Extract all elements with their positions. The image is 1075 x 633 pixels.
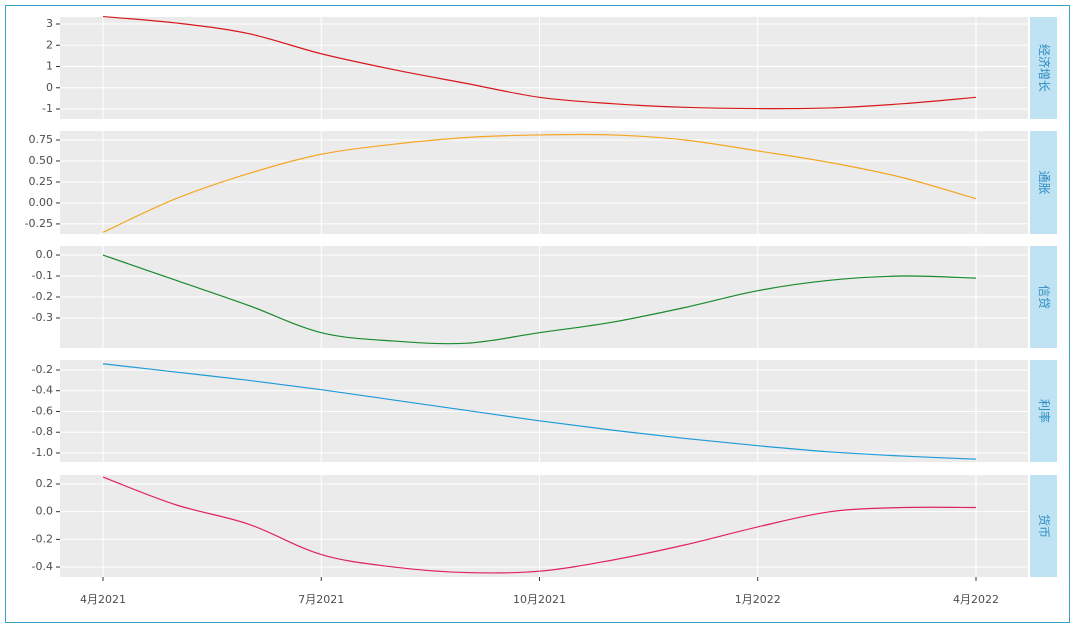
x-tick-label: 1月2022 — [735, 593, 781, 606]
line — [102, 254, 977, 345]
y-tick-label: -0.8 — [32, 425, 53, 438]
y-tick-label: -1 — [42, 102, 53, 115]
y-tick-label: 0.00 — [29, 196, 54, 209]
y-tick-label: -0.2 — [32, 290, 53, 303]
x-tick-label: 10月2021 — [513, 593, 566, 606]
x-tick-label: 4月2022 — [953, 593, 999, 606]
y-tick-label: -0.4 — [32, 560, 53, 573]
y-tick-label: -0.4 — [32, 384, 53, 397]
line — [102, 133, 977, 233]
line — [102, 476, 977, 574]
y-tick-label: -0.6 — [32, 404, 53, 417]
strip-text: 信贷 — [1037, 285, 1051, 309]
x-tick-label: 4月2021 — [80, 593, 126, 606]
strip-text: 货币 — [1037, 514, 1052, 538]
strip-text: 经济增长 — [1037, 44, 1052, 92]
strip — [1030, 246, 1057, 348]
y-tick-label: 1 — [46, 60, 53, 73]
strip-text: 利率 — [1037, 399, 1052, 423]
strip — [1030, 360, 1057, 462]
y-tick-label: -0.1 — [32, 269, 53, 282]
line — [102, 363, 977, 460]
y-tick-label: 0.25 — [29, 175, 54, 188]
panel-background — [60, 17, 1028, 119]
line — [102, 15, 977, 110]
x-tick-label: 7月2021 — [298, 593, 344, 606]
y-tick-label: 0.75 — [29, 133, 54, 146]
panel-background — [60, 131, 1028, 234]
y-tick-label: -0.2 — [32, 532, 53, 545]
y-tick-label: 0.50 — [29, 154, 54, 167]
y-tick-label: 3 — [46, 17, 53, 30]
y-tick-label: 0.0 — [36, 248, 54, 261]
y-tick-label: -0.25 — [25, 217, 53, 230]
y-tick-label: 0 — [46, 81, 53, 94]
strip-text: 通胀 — [1037, 170, 1051, 194]
strip — [1030, 475, 1057, 577]
y-tick-label: 2 — [46, 38, 53, 51]
strip — [1030, 17, 1057, 119]
y-tick-label: -0.3 — [32, 311, 53, 324]
y-tick-label: 0.2 — [36, 477, 54, 490]
panel-background — [60, 475, 1028, 577]
y-tick-label: 0.0 — [36, 505, 54, 518]
strip — [1030, 131, 1057, 234]
y-tick-label: -1.0 — [32, 446, 53, 459]
y-tick-label: -0.2 — [32, 363, 53, 376]
